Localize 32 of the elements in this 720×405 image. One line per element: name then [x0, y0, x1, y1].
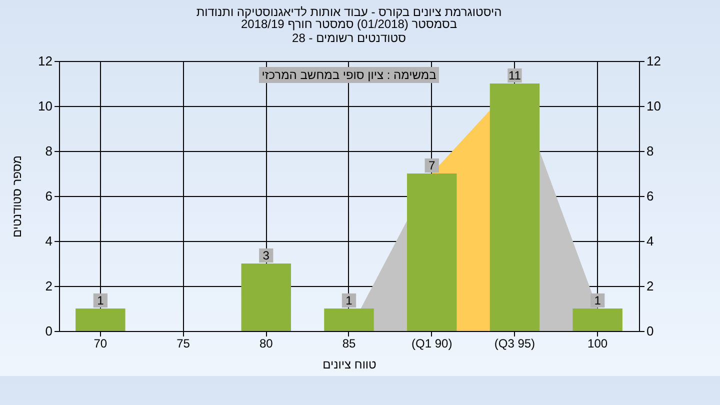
y2-tick-label: 8 [646, 144, 654, 158]
y-axis-title: מספר סטודנטים [10, 155, 24, 238]
y2-tick-label: 2 [646, 278, 654, 294]
x-tick-label: (Q1 90) [412, 336, 452, 350]
x-tick-label: 100 [588, 336, 608, 350]
data-label: 7 [428, 158, 436, 172]
data-label: 11 [508, 68, 522, 82]
data-label: 1 [97, 294, 104, 308]
x-tick-label: 75 [176, 336, 190, 350]
y2-tick-label: 0 [646, 324, 654, 338]
x-axis-title: טווח ציונים [322, 358, 377, 372]
y-tick-label: 10 [38, 98, 52, 114]
y-tick-label: 12 [38, 54, 52, 68]
chart-subtitle: בסמסטר (01/2018) סמסטר חורף 2018/19 סטודנטים רשומים - 28 [240, 17, 458, 45]
y2-tick-label: 4 [646, 234, 654, 248]
y2-tick-label: 10 [646, 98, 661, 114]
x-tick-label: 70 [94, 336, 108, 350]
x-tick-label: 80 [259, 336, 274, 350]
annotation: במשימה : ציון סופי במחשב המרכזי [262, 68, 436, 82]
y-tick-label: 6 [45, 188, 52, 204]
chart-title: היסטוגרמת ציונים בקורס - עבוד אותות לדיאגנוסטיקה ותנודות [196, 5, 502, 19]
x-tick-label: (Q3 95) [494, 336, 536, 350]
y-tick-label: 0 [45, 324, 52, 338]
data-label: 1 [594, 294, 602, 308]
y-tick-label: 2 [45, 278, 52, 294]
y-tick-label: 4 [45, 234, 52, 248]
y2-tick-label: 12 [646, 54, 661, 68]
x-tick-label: 85 [342, 336, 356, 350]
y-tick-label: 8 [45, 144, 52, 158]
y2-tick-label: 6 [646, 188, 654, 204]
data-label: 3 [262, 248, 270, 262]
data-label: 1 [346, 294, 353, 308]
